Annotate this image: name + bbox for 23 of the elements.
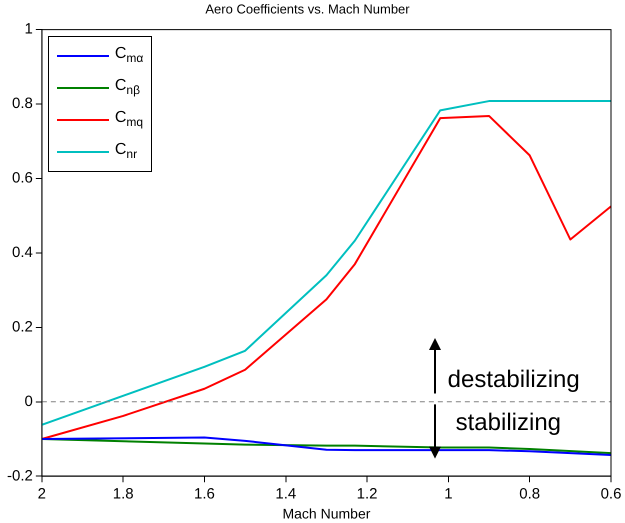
legend-label: C$_{nβ}$ — [114, 76, 140, 99]
y-tick-label: 0.8 — [12, 95, 33, 112]
x-tick-label: 0.6 — [600, 485, 622, 502]
annotation: stabilizing — [456, 409, 562, 436]
y-tick-label: 0.6 — [12, 170, 33, 187]
y-tick-label: 0.4 — [12, 244, 33, 262]
legend-label: C$_{mα}$ — [114, 44, 144, 67]
x-tick-label: 1 — [444, 485, 453, 502]
annotation: destabilizing — [448, 366, 580, 393]
y-tick-label: -0.2 — [6, 467, 33, 484]
x-tick-label: 1.6 — [194, 485, 215, 502]
x-tick-label: 1.8 — [112, 485, 134, 502]
y-tick-label: 0.2 — [12, 318, 33, 336]
chart-title: Aero Coefficients vs. Mach Number — [205, 1, 410, 16]
x-tick-label: 1.2 — [356, 485, 378, 502]
x-tick-label: 1.4 — [275, 485, 296, 502]
y-tick-label: 1 — [24, 20, 33, 38]
x-axis-title: Mach Number — [282, 505, 371, 522]
legend-label: C$_{mq}$ — [114, 108, 144, 132]
y-tick-label: 0 — [24, 392, 33, 410]
x-tick-label: 2 — [38, 485, 46, 502]
x-tick-label: 0.8 — [519, 485, 540, 502]
legend-label: C$_{nr}$ — [114, 140, 138, 164]
